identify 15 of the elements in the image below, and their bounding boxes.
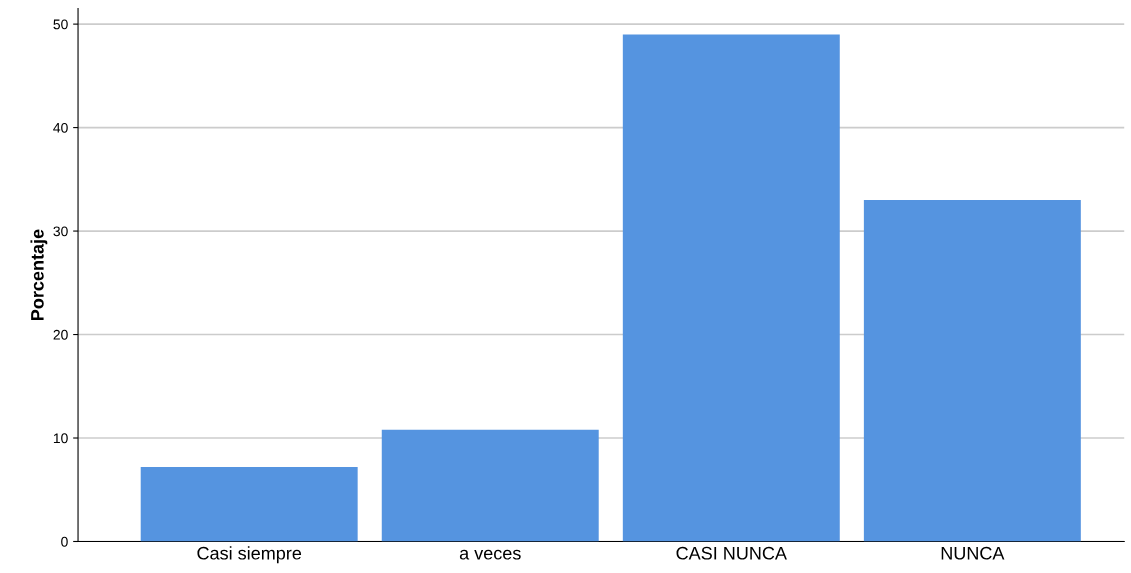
y-tick-label: 40 bbox=[53, 122, 68, 133]
x-tick-label: Casi siempre bbox=[197, 546, 302, 564]
bar bbox=[863, 200, 1081, 542]
y-tick-label: 20 bbox=[53, 329, 68, 340]
bar bbox=[381, 429, 599, 542]
y-tick-label: 50 bbox=[53, 19, 68, 30]
bar bbox=[140, 466, 358, 542]
y-tick-label: 10 bbox=[53, 433, 68, 444]
x-tick-label: a veces bbox=[459, 549, 521, 560]
bar bbox=[622, 34, 840, 542]
x-tick-label: NUNCA bbox=[941, 546, 1005, 560]
y-axis-title: Porcentaje bbox=[30, 229, 48, 320]
y-tick-label: 0 bbox=[61, 536, 68, 547]
x-tick-label: CASI NUNCA bbox=[676, 546, 787, 560]
y-tick-label: 30 bbox=[53, 226, 68, 237]
